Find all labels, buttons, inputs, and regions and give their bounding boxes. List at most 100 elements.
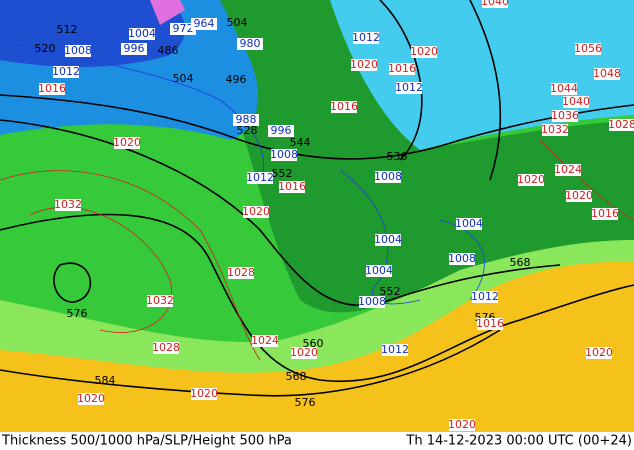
high-pressure-label: 1032 [146, 294, 174, 307]
label-background [191, 388, 217, 400]
high-pressure-label: 1020 [565, 189, 593, 202]
high-pressure-label: 1044 [550, 82, 578, 95]
label-background [252, 335, 278, 347]
thickness-label: 536 [387, 150, 408, 163]
high-pressure-label: 1032 [54, 198, 82, 211]
thickness-label: 560 [303, 337, 324, 350]
label-background [121, 43, 147, 55]
thickness-label: 512 [57, 23, 78, 36]
label-background [129, 28, 155, 40]
high-pressure-label: 1016 [388, 62, 416, 75]
high-pressure-label: 1016 [330, 100, 358, 113]
label-background [575, 43, 601, 55]
low-pressure-label: 996 [271, 124, 292, 137]
high-pressure-label: 1056 [574, 42, 602, 55]
label-background [449, 419, 475, 431]
thickness-label: 504 [173, 72, 194, 85]
label-background [472, 291, 498, 303]
thickness-label: 486 [158, 44, 179, 57]
high-pressure-label: 1020 [290, 346, 318, 359]
low-pressure-label: 1004 [374, 233, 402, 246]
label-background [375, 171, 401, 183]
label-background [552, 110, 578, 122]
high-pressure-label: 1020 [517, 173, 545, 186]
label-background [518, 174, 544, 186]
high-pressure-label: 1024 [554, 163, 582, 176]
label-background [411, 46, 437, 58]
zone-dark-green [200, 0, 634, 313]
label-background [456, 218, 482, 230]
high-pressure-label: 1016 [476, 317, 504, 330]
high-pressure-label: 1016 [278, 180, 306, 193]
label-background [586, 347, 612, 359]
thickness-label: 552 [380, 285, 401, 298]
label-background [53, 66, 79, 78]
label-background [147, 295, 173, 307]
label-background [449, 253, 475, 265]
low-pressure-label: 1008 [64, 44, 92, 57]
label-background [351, 59, 377, 71]
label-background [396, 82, 422, 94]
low-pressure-label: 1012 [352, 31, 380, 44]
high-pressure-label: 1020 [77, 392, 105, 405]
low-pressure-label: 1012 [52, 65, 80, 78]
thickness-label: 504 [227, 16, 248, 29]
thickness-contours [0, 0, 634, 397]
high-pressure-label: 1020 [190, 387, 218, 400]
low-pressure-label: 1012 [471, 290, 499, 303]
label-background [594, 68, 620, 80]
thickness-label: 520 [35, 42, 56, 55]
high-pressure-label: 1016 [38, 82, 66, 95]
label-background [592, 208, 618, 220]
thickness-label: 568 [510, 256, 531, 269]
footer-bar [0, 432, 634, 450]
label-background [382, 344, 408, 356]
label-background [551, 83, 577, 95]
low-pressure-label: 1008 [270, 148, 298, 161]
low-pressure-label: 1004 [455, 217, 483, 230]
label-background [191, 18, 217, 30]
high-pressure-label: 1016 [591, 207, 619, 220]
label-background [243, 206, 269, 218]
map-title: Thickness 500/1000 hPa/SLP/Height 500 hP… [1, 434, 292, 449]
low-pressure-label: 996 [124, 42, 145, 55]
thickness-label: 528 [237, 124, 258, 137]
thickness-label: 496 [226, 73, 247, 86]
low-pressure-isobars [0, 39, 485, 305]
low-pressure-label: 972 [173, 22, 194, 35]
high-pressure-label: 1048 [593, 67, 621, 80]
label-background [353, 32, 379, 44]
label-background [482, 0, 508, 8]
high-pressure-label: 1020 [410, 45, 438, 58]
low-pressure-label: 1012 [246, 171, 274, 184]
high-pressure-label: 1020 [448, 418, 476, 431]
low-pressure-label: 1008 [358, 295, 386, 308]
high-pressure-label: 1028 [608, 118, 634, 131]
label-background [359, 296, 385, 308]
label-background [542, 124, 568, 136]
label-background [78, 393, 104, 405]
low-pressure-label: 1012 [395, 81, 423, 94]
low-pressure-label: 1004 [365, 264, 393, 277]
zone-magenta [150, 0, 185, 25]
thickness-label: 584 [95, 374, 116, 387]
label-background [170, 23, 196, 35]
label-background [268, 125, 294, 137]
high-pressure-label: 1020 [113, 136, 141, 149]
label-background [566, 190, 592, 202]
valid-time: Th 14-12-2023 00:00 UTC (00+24) [405, 434, 632, 449]
low-pressure-label: 1012 [381, 343, 409, 356]
label-background [366, 265, 392, 277]
thickness-label: 568 [286, 370, 307, 383]
low-pressure-label: 1008 [448, 252, 476, 265]
low-pressure-label: 980 [240, 37, 261, 50]
label-background [389, 63, 415, 75]
label-background [233, 114, 259, 126]
low-pressure-label: 988 [236, 113, 257, 126]
high-pressure-label: 1040 [481, 0, 509, 8]
label-background [563, 96, 589, 108]
high-pressure-label: 1032 [541, 123, 569, 136]
label-background [153, 342, 179, 354]
label-background [247, 172, 273, 184]
